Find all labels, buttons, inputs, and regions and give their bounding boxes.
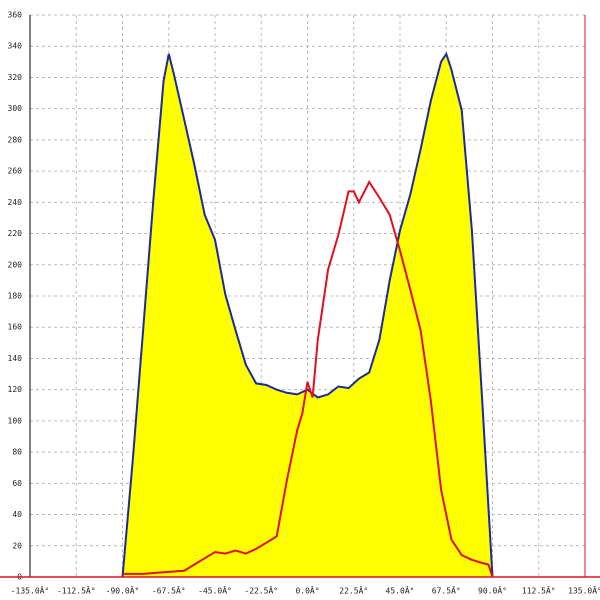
y-tick-label: 160 — [8, 323, 23, 332]
x-tick-label: 112.5Â° — [522, 585, 556, 596]
x-tick-label: 0.0Â° — [295, 585, 319, 596]
y-tick-label: 80 — [12, 448, 22, 457]
x-tick-label: -67.5Â° — [152, 585, 186, 596]
y-tick-label: 240 — [8, 198, 23, 207]
y-tick-label: 300 — [8, 104, 23, 113]
x-tick-label: 45.0Â° — [386, 585, 415, 596]
y-tick-label: 120 — [8, 385, 23, 394]
x-tick-label: 135.0Â° — [568, 585, 600, 596]
y-tick-label: 200 — [8, 260, 23, 269]
x-tick-label: 67.5Â° — [432, 585, 461, 596]
x-tick-label: -22.5Â° — [244, 585, 278, 596]
y-tick-label: 100 — [8, 416, 23, 425]
y-tick-label: 320 — [8, 73, 23, 82]
x-tick-label: -45.0Â° — [198, 585, 232, 596]
y-tick-label: 40 — [12, 510, 22, 519]
y-tick-label: 340 — [8, 42, 23, 51]
y-tick-label: 180 — [8, 292, 23, 301]
x-tick-label: -112.5Â° — [57, 585, 96, 596]
y-tick-label: 260 — [8, 167, 23, 176]
x-tick-label: 90.0Â° — [478, 585, 507, 596]
y-tick-label: 20 — [12, 541, 22, 550]
y-tick-label: 220 — [8, 229, 23, 238]
y-tick-label: 140 — [8, 354, 23, 363]
x-tick-label: -90.0Â° — [106, 585, 140, 596]
line — [121, 51, 494, 578]
x-tick-label: 22.5Â° — [339, 585, 368, 596]
y-tick-label: 360 — [8, 11, 23, 20]
x-tick-label: -135.0Â° — [11, 585, 50, 596]
line — [122, 180, 494, 578]
y-tick-label: 60 — [12, 479, 22, 488]
area — [122, 54, 493, 577]
y-tick-label: 280 — [8, 135, 23, 144]
